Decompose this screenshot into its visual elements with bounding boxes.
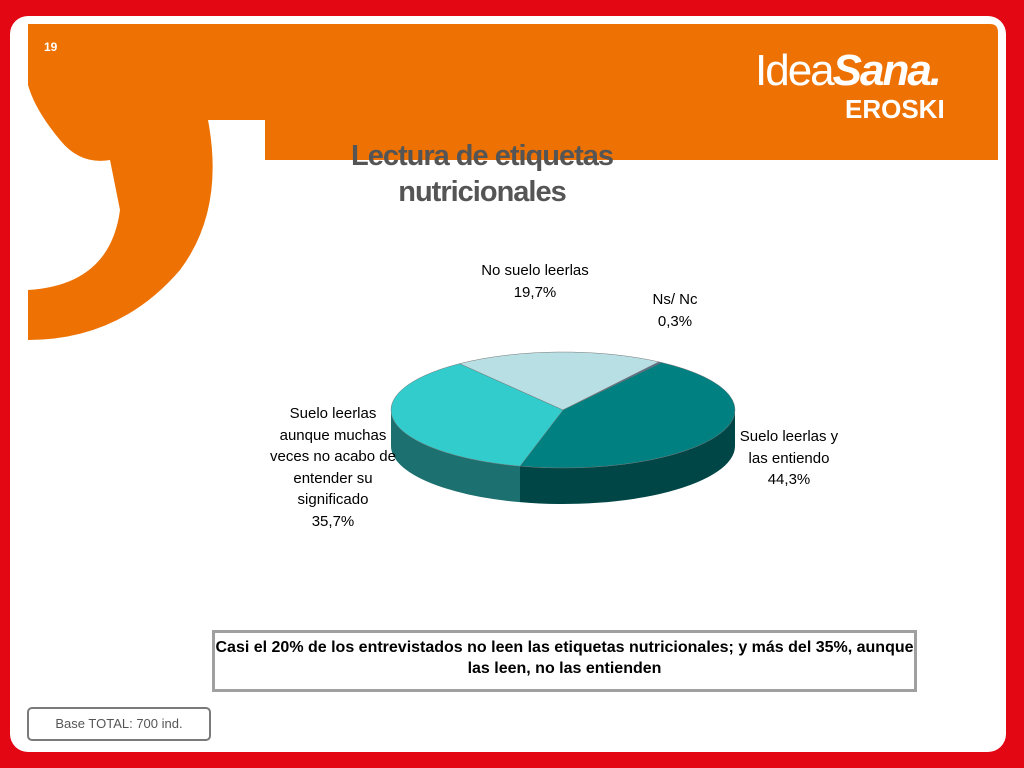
slice-label: Ns/ Nc 0,3%	[625, 289, 725, 332]
logo: IdeaSana.	[755, 46, 942, 96]
page-number: 19	[44, 40, 58, 54]
category-label: Suelo leerlas aunque muchas veces no aca…	[270, 405, 396, 508]
value-label: 44,3%	[767, 471, 811, 488]
logo-company: EROSKI	[845, 94, 945, 124]
footnote: Base TOTAL: 700 ind.	[27, 707, 211, 741]
pie-slice-side	[391, 410, 520, 503]
header-band	[28, 24, 998, 340]
pie-slice	[519, 362, 736, 469]
value-label: 0,3%	[657, 312, 693, 330]
callout: Casi el 20% de los entrevistados no leen…	[212, 630, 917, 692]
pie-slice	[458, 351, 660, 411]
logo-idea: Idea	[755, 46, 835, 95]
category-label: Ns/ Nc	[652, 291, 698, 308]
value-label: 35,7%	[311, 512, 355, 530]
slice-label: Suelo leerlas y las entiendo 44,3%	[730, 426, 848, 491]
chart-title: Lectura de etiquetas nutricionales	[350, 140, 614, 208]
category-label: No suelo leerlas	[481, 262, 589, 279]
callout-text: Casi el 20% de los entrevistados no leen…	[215, 639, 914, 677]
pie-slice	[390, 363, 564, 467]
slice-label: No suelo leerlas 19,7%	[475, 260, 595, 303]
pie-slice-side	[519, 410, 735, 504]
logo-sana: Sana.	[832, 46, 942, 95]
slice-label: Suelo leerlas aunque muchas veces no aca…	[270, 403, 396, 532]
category-label: Suelo leerlas y las entiendo	[739, 428, 839, 467]
value-label: 19,7%	[513, 283, 557, 301]
footnote-text: Base TOTAL: 700 ind.	[55, 716, 183, 731]
